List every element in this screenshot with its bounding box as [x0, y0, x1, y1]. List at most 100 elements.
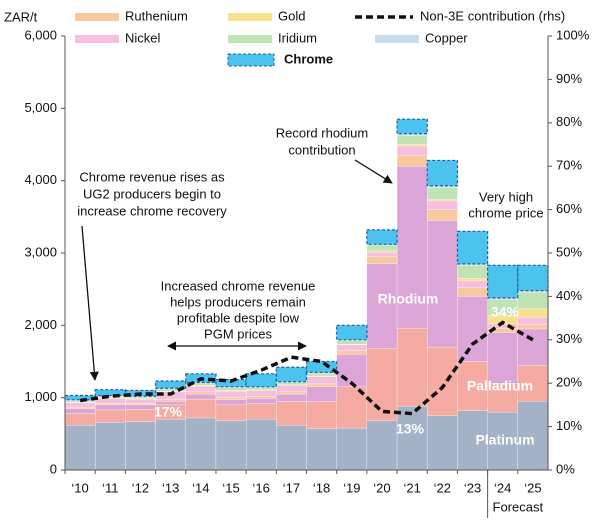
- annotation: contribution: [288, 142, 355, 157]
- bar-segment: [306, 428, 337, 471]
- bar-segment: [94, 389, 126, 397]
- bar-segment: [457, 361, 488, 411]
- bar-segment: [427, 187, 458, 200]
- y-tick-label: 4,000: [24, 172, 57, 187]
- bar-segment: [215, 399, 247, 406]
- bar-segment: [336, 324, 368, 341]
- bar-segment: [366, 252, 398, 257]
- bar-segment: [276, 401, 307, 426]
- bar-segment: [125, 396, 156, 399]
- bar-segment: [366, 244, 398, 246]
- bar-segment: [457, 410, 488, 471]
- legend-label: Gold: [278, 8, 305, 23]
- y2-tick-label: 40%: [556, 288, 582, 303]
- bar-segment: [427, 346, 458, 416]
- series-label: Palladium: [467, 378, 533, 394]
- x-tick-label: ‘25: [524, 480, 541, 495]
- annotation-arrow: [81, 225, 99, 381]
- bar-segment: [457, 280, 488, 288]
- y2-tick-label: 30%: [556, 331, 582, 346]
- series-label: Platinum: [475, 432, 534, 448]
- bar-segment: [64, 425, 96, 471]
- bar-segment: [517, 324, 549, 330]
- bar-segment: [366, 263, 398, 349]
- annotation: increase chrome recovery: [77, 203, 227, 218]
- bar-segment: [396, 144, 428, 147]
- y-axis-title: ZAR/t: [4, 9, 38, 24]
- bar-segment: [396, 406, 428, 471]
- bar-segment: [427, 200, 458, 210]
- bar-segment: [306, 386, 337, 402]
- annotation: 34%: [491, 304, 520, 320]
- bar-segment: [366, 244, 398, 251]
- bar-segment: [95, 404, 126, 411]
- y-tick-label: 3,000: [24, 244, 57, 259]
- bar-segment: [245, 419, 277, 471]
- y2-tick-label: 90%: [556, 71, 582, 86]
- bar-segment: [64, 413, 96, 426]
- y2-tick-label: 0%: [556, 461, 575, 476]
- x-tick-label: ‘11: [102, 480, 118, 495]
- bar-segment: [517, 264, 549, 292]
- annotation-arrow: [354, 159, 393, 184]
- bar-segment: [426, 159, 459, 187]
- bar-segment: [517, 317, 549, 325]
- bar-segment: [245, 390, 277, 397]
- bar-segment: [185, 393, 217, 400]
- y2-tick-label: 20%: [556, 375, 582, 390]
- bar-segment: [427, 220, 458, 348]
- x-tick-label: ‘13: [162, 480, 179, 495]
- bar-segment: [185, 385, 217, 393]
- annotation: helps producers remain: [170, 294, 306, 309]
- bar-segment: [64, 402, 96, 408]
- bar-segment: [245, 396, 277, 399]
- legend-item: Copper: [375, 30, 468, 45]
- bar-segment: [306, 401, 337, 429]
- bar-segment: [366, 250, 398, 253]
- x-tick-label: ‘15: [222, 480, 239, 495]
- bar-segment: [215, 391, 247, 398]
- x-tick-label: ‘22: [434, 480, 451, 495]
- legend-item: Ruthenium: [75, 8, 188, 23]
- bar-segment: [306, 383, 337, 387]
- bar-segment: [305, 360, 338, 373]
- line-series: [79, 320, 534, 416]
- series-label: Rhodium: [378, 291, 439, 307]
- bar-segment: [336, 350, 368, 355]
- y-tick-label: 2,000: [24, 317, 57, 332]
- legend-swatch: [375, 35, 419, 43]
- legend-item: Gold: [228, 8, 305, 23]
- bar-segment: [64, 400, 96, 403]
- x-tick-label: ‘14: [192, 480, 209, 495]
- bar-segment: [245, 387, 277, 390]
- y2-tick-label: 50%: [556, 244, 582, 259]
- bar-segment: [95, 403, 126, 406]
- bar-segment: [457, 265, 488, 279]
- bar-segment: [366, 420, 398, 471]
- x-tick-label: ‘21: [403, 480, 420, 495]
- legend-item: Non-3E contribution (rhs): [355, 8, 565, 23]
- bar-segment: [456, 230, 489, 265]
- annotation: chrome price: [468, 205, 543, 220]
- bar-segment: [457, 287, 488, 297]
- bar-segment: [366, 348, 398, 421]
- bar-segment: [215, 397, 247, 400]
- annotation: Record rhodium: [276, 125, 369, 140]
- bar-segment: [276, 393, 307, 402]
- y-tick-label: 5,000: [24, 100, 57, 115]
- bar-segment: [215, 420, 247, 471]
- y-tick-label: 0: [50, 461, 57, 476]
- x-tick-label: ‘17: [283, 480, 300, 495]
- legend-label: Copper: [425, 30, 468, 45]
- legend-item: Chrome: [227, 51, 333, 67]
- bar-segment: [125, 421, 156, 471]
- bar-segment: [396, 145, 428, 156]
- bar-segment: [185, 391, 217, 395]
- bar-segment: [185, 417, 217, 471]
- bar-segment: [336, 340, 368, 345]
- annotation: Chrome revenue rises as: [79, 169, 225, 184]
- y-tick-label: 1,000: [24, 389, 57, 404]
- annotation: PGM prices: [204, 326, 272, 341]
- bar-segment: [517, 291, 549, 309]
- legend-label: Iridium: [278, 30, 317, 45]
